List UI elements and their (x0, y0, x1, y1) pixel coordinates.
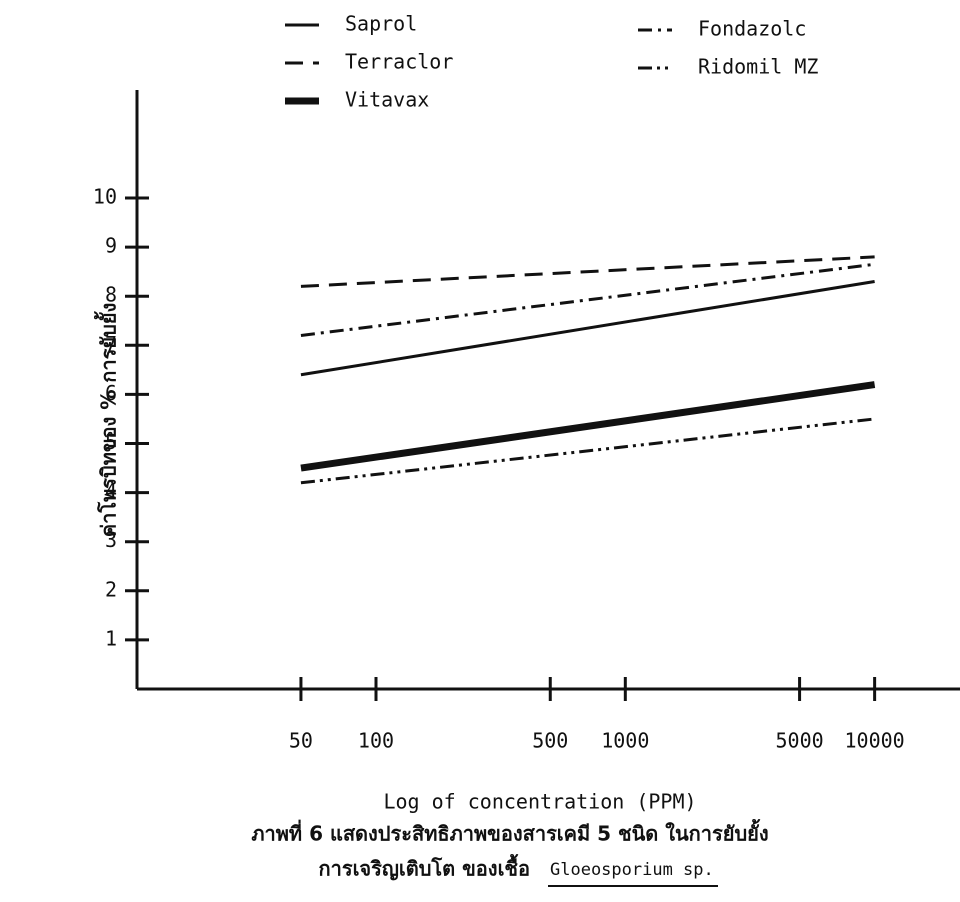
chart: Log of concentration (PPM) ค่าโพรบิทของ … (0, 0, 960, 902)
y-tick-label: 3 (105, 528, 117, 552)
x-tick-label: 1000 (601, 729, 649, 753)
organism: Gloeosporium sp. (550, 860, 714, 880)
x-tick-label: 50 (289, 729, 313, 753)
caption: ภาพที่ 6 แสดงประสิทธิภาพของสารเคมี 5 ชนิ… (251, 819, 768, 846)
x-tick-label: 10000 (845, 729, 905, 753)
y-tick-label: 6 (105, 381, 117, 405)
x-tick-label: 5000 (775, 729, 823, 753)
legend-label: Saprol (345, 12, 417, 36)
x-tick-label: 100 (358, 729, 394, 753)
y-tick-label: 7 (105, 332, 117, 356)
series-line (301, 257, 875, 286)
series-line (301, 385, 875, 468)
y-tick-label: 2 (105, 577, 117, 601)
x-axis-label: Log of concentration (PPM) (383, 790, 696, 814)
y-tick-label: 5 (105, 430, 117, 454)
legend-label: Vitavax (345, 88, 429, 112)
y-tick-label: 10 (93, 185, 117, 209)
legend-label: Fondazolc (698, 17, 806, 41)
y-tick-label: 9 (105, 234, 117, 258)
series-line (301, 264, 875, 335)
caption: การเจริญเติบโต ของเชื้อ (318, 854, 530, 881)
y-tick-label: 4 (105, 479, 117, 503)
y-tick-label: 8 (105, 283, 117, 307)
series-line (301, 281, 875, 374)
legend-label: Terraclor (345, 50, 453, 74)
y-tick-label: 1 (105, 626, 117, 650)
legend-label: Ridomil MZ (698, 55, 818, 79)
x-tick-label: 500 (532, 729, 568, 753)
